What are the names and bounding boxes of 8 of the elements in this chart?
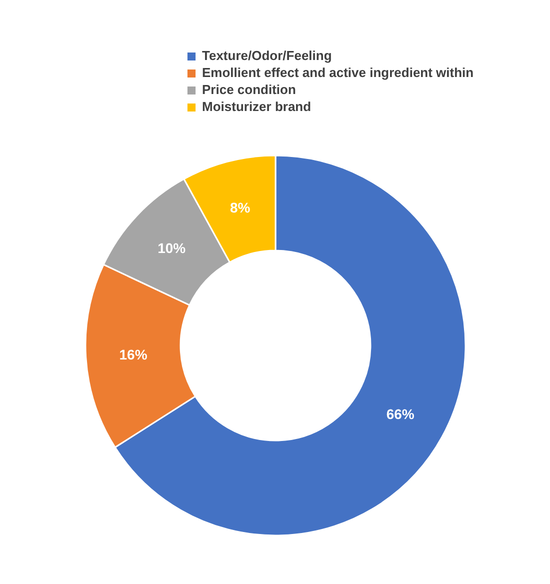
data-label: 16% <box>119 346 148 362</box>
data-label: 10% <box>158 240 186 256</box>
legend-label: Moisturizer brand <box>202 99 312 114</box>
legend-label: Emollient effect and active ingredient within <box>202 65 474 80</box>
legend-label: Texture/Odor/Feeling <box>202 48 332 63</box>
legend-label: Price condition <box>202 82 296 97</box>
data-label: 8% <box>230 199 251 216</box>
data-label: 66% <box>386 406 415 422</box>
